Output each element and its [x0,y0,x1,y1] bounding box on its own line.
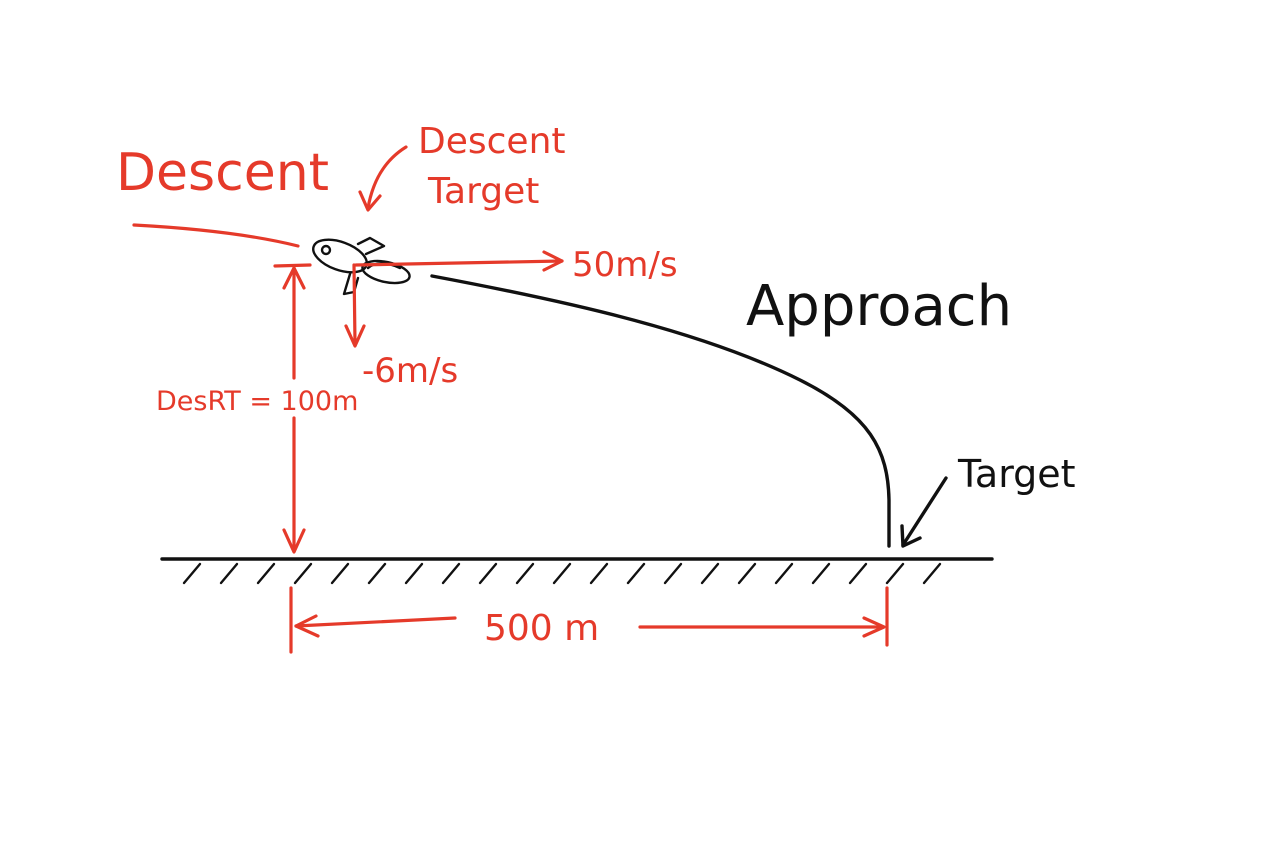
distance-dimension [289,586,889,654]
ground-hatch-mark [367,562,387,585]
ground-hatch-mark [182,562,202,585]
descent-target-arrow [358,145,408,212]
ground-hatch-mark [626,562,646,585]
ground-hatch-mark [552,562,572,585]
vertical-speed-label: -6m/s [362,351,458,391]
approach-label: Approach [746,274,1012,339]
descent-label: Descent [116,143,329,203]
ground-hatch-mark [256,562,276,585]
ground-hatch-mark [848,562,868,585]
ground-hatch-mark [774,562,794,585]
ground-hatch-mark [515,562,535,585]
ground-hatch-mark [589,562,609,585]
descent-target-label-line2: Target [427,171,539,212]
ground-hatch-mark [441,562,461,585]
approach-trajectory [430,274,891,548]
ground-hatch-mark [663,562,683,585]
ground-hatch-mark [885,562,905,585]
ground-hatch-mark [219,562,239,585]
target-label: Target [957,452,1076,496]
ground [160,557,994,585]
descent-leader-line [132,223,300,248]
ground-hatch-mark [922,562,942,585]
ground-hatch-mark [330,562,350,585]
horizontal-speed-label: 50m/s [572,245,678,285]
distance-label: 500 m [484,608,599,649]
target-arrow [900,476,948,548]
vertical-velocity-arrow [344,263,366,348]
ground-hatch-mark [293,562,313,585]
height-dimension [273,263,312,554]
ground-hatch-mark [737,562,757,585]
ground-hatch-mark [404,562,424,585]
ground-hatch-mark [811,562,831,585]
ground-hatch-mark [478,562,498,585]
horizontal-velocity-arrow [354,250,564,272]
descent-target-label-line1: Descent [418,121,566,162]
desrt-label: DesRT = 100m [156,386,358,417]
ground-hatch-mark [700,562,720,585]
ground-hatching [182,562,942,585]
